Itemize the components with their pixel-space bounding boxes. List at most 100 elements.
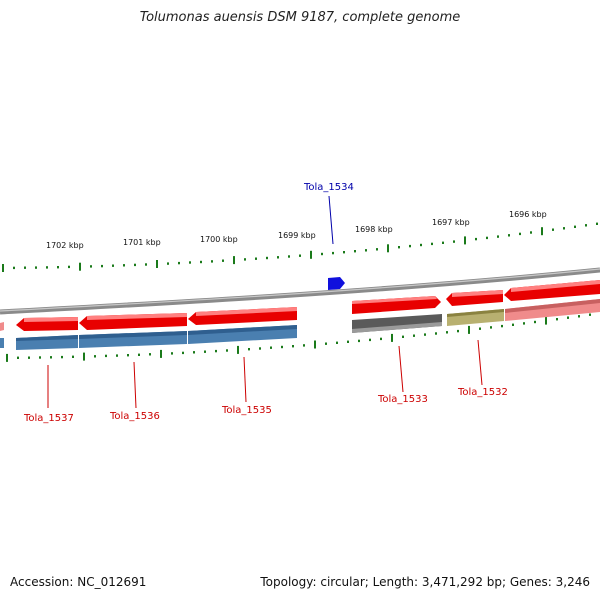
gene-label-tola-1535: Tola_1535 [221,405,272,416]
minor-tick [519,232,521,236]
minor-tick [409,244,411,248]
minor-tick [90,265,92,268]
major-tick [237,345,239,354]
cds-red-1[interactable] [16,317,78,331]
minor-tick [39,356,41,359]
minor-tick [343,251,345,254]
minor-tick [380,337,382,341]
minor-tick [105,354,107,358]
minor-tick [24,266,26,269]
major-tick [314,340,316,349]
major-tick [541,227,543,236]
minor-tick [563,227,565,230]
minor-tick [376,248,378,251]
minor-tick [596,222,598,225]
minor-tick [365,249,367,252]
minor-tick [193,351,195,354]
minor-tick [369,338,371,342]
minor-tick [72,355,74,358]
cds-red-2[interactable] [79,313,187,330]
major-tick [6,353,8,362]
minor-tick [167,262,169,265]
minor-tick [35,266,37,269]
minor-tick [552,228,554,231]
cds-red-4[interactable] [352,296,441,314]
minor-tick [149,353,151,356]
minor-tick [200,260,202,264]
major-tick [387,244,389,253]
inner-tick-ring [6,313,591,362]
map-title: Tolumonas auensis DSM 9187, complete gen… [139,10,461,25]
minor-tick [61,355,63,359]
minor-tick [68,265,70,269]
minor-tick [266,256,268,260]
cog-olive[interactable] [447,309,504,326]
minor-tick [226,349,228,352]
minor-tick [138,353,140,356]
minor-tick [189,261,191,264]
kbp-label-1699: 1699 kbp [278,231,316,240]
minor-tick [94,355,96,358]
kbp-label-1702: 1702 kbp [46,241,84,250]
cds-red-5[interactable] [446,290,503,306]
gene-labels: Tola_1534 Tola_1537 Tola_1536 Tola_1535 … [23,182,508,424]
minor-tick [145,263,147,266]
minor-tick [182,351,184,355]
major-tick [156,260,158,268]
minor-tick [530,231,532,234]
minor-tick [424,333,426,336]
cog-pink[interactable] [505,299,600,321]
minor-tick [13,266,15,270]
minor-tick [556,318,558,321]
major-tick [464,236,466,245]
minor-tick [475,237,477,241]
minor-tick [281,345,283,349]
minor-tick [277,256,279,259]
minor-tick [259,347,261,350]
minor-tick [204,350,206,353]
minor-tick [325,342,327,345]
major-tick [83,352,85,361]
minor-tick [288,255,290,258]
minor-tick [508,234,510,237]
minor-tick [17,356,19,359]
minor-tick [442,241,444,244]
minor-tick [501,324,503,328]
major-tick [160,349,162,358]
outer-tick-ring [2,222,598,272]
minor-tick [248,348,250,351]
cog-blue-3[interactable] [188,325,297,344]
minor-tick [127,354,129,357]
minor-tick [50,356,52,359]
minor-tick [321,252,323,256]
minor-tick [255,257,257,260]
cog-blue-2[interactable] [79,331,187,348]
minor-tick [402,335,404,338]
minor-tick [358,339,360,343]
minor-tick [512,323,514,326]
cds-red-3[interactable] [188,307,297,325]
minor-tick [215,349,217,353]
kbp-label-1701: 1701 kbp [123,238,161,247]
major-tick [468,325,470,334]
major-tick [545,316,547,325]
major-tick [2,264,4,272]
minor-tick [479,327,481,330]
gene-tola-1534-feature[interactable] [328,277,345,290]
cog-blue-1[interactable] [16,335,78,350]
minor-tick [523,322,525,325]
minor-tick [578,315,580,318]
minor-tick [178,261,180,265]
minor-tick [336,341,338,344]
minor-tick [57,266,59,269]
minor-tick [292,345,294,348]
minor-tick [398,246,400,249]
kbp-label-1696: 1696 kbp [509,210,547,219]
gene-label-tola-1532: Tola_1532 [457,387,508,398]
minor-tick [101,264,103,268]
minor-tick [453,240,455,243]
cds-red-6[interactable] [504,280,600,301]
minor-tick [497,235,499,238]
cog-gray[interactable] [352,314,442,333]
